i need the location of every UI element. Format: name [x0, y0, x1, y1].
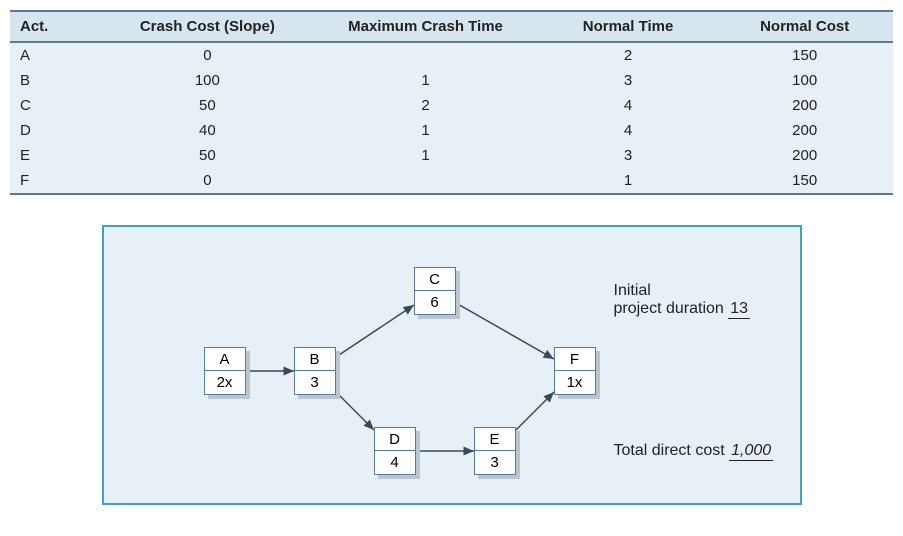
node-value: 3 [294, 371, 336, 395]
node-value: 6 [414, 291, 456, 315]
node-value: 2x [204, 371, 246, 395]
node-E: E 3 [474, 427, 516, 475]
table-row: F 0 1 150 [10, 168, 893, 194]
header-act: Act. [10, 11, 103, 42]
node-label: F [554, 347, 596, 371]
network-diagram: A 2x B 3 C 6 D 4 E 3 F 1x Initial [102, 225, 802, 505]
node-B: B 3 [294, 347, 336, 395]
header-max-crash-time: Maximum Crash Time [311, 11, 540, 42]
node-D: D 4 [374, 427, 416, 475]
edge [516, 392, 554, 430]
node-label: C [414, 267, 456, 291]
crash-cost-table: Act. Crash Cost (Slope) Maximum Crash Ti… [10, 10, 893, 195]
total-direct-cost-value: 1,000 [729, 442, 773, 461]
initial-duration-label: Initial project duration 13 [614, 282, 751, 319]
total-direct-cost-label: Total direct cost 1,000 [614, 442, 774, 461]
table-row: C 50 2 4 200 [10, 93, 893, 118]
table-row: E 50 1 3 200 [10, 143, 893, 168]
node-label: A [204, 347, 246, 371]
table-row: B 100 1 3 100 [10, 68, 893, 93]
table-body: A 0 2 150 B 100 1 3 100 C 50 2 4 200 D 4… [10, 42, 893, 194]
node-label: D [374, 427, 416, 451]
node-value: 3 [474, 451, 516, 475]
header-normal-time: Normal Time [540, 11, 717, 42]
header-normal-cost: Normal Cost [716, 11, 893, 42]
edge [336, 305, 414, 357]
initial-duration-value: 13 [728, 300, 750, 319]
table-row: D 40 1 4 200 [10, 118, 893, 143]
node-C: C 6 [414, 267, 456, 315]
node-value: 4 [374, 451, 416, 475]
edge [336, 392, 374, 430]
edge [456, 303, 554, 359]
table-row: A 0 2 150 [10, 42, 893, 68]
node-F: F 1x [554, 347, 596, 395]
node-label: E [474, 427, 516, 451]
node-value: 1x [554, 371, 596, 395]
node-label: B [294, 347, 336, 371]
header-crash-cost: Crash Cost (Slope) [103, 11, 311, 42]
node-A: A 2x [204, 347, 246, 395]
